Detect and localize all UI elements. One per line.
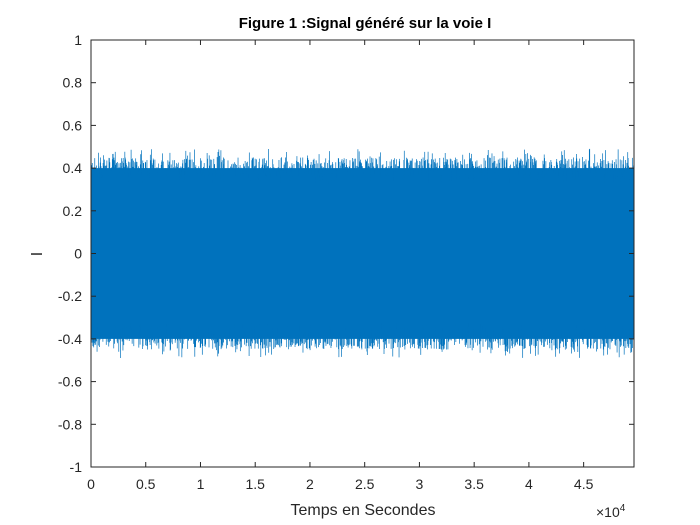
signal-trace [90, 148, 635, 359]
y-tick-label: -0.8 [58, 416, 82, 432]
y-tick-label: -1 [70, 459, 83, 475]
y-tick-label: 0.4 [63, 160, 83, 176]
y-axis: -1 -0.8 -0.6 -0.4 -0.2 0 0.2 0.4 0.6 0.8 1 [58, 32, 634, 475]
x-tick-label: 3.5 [464, 476, 484, 492]
x-tick-label: 1 [197, 476, 205, 492]
y-tick-label: 0.2 [63, 203, 83, 219]
y-tick-label: -0.4 [58, 331, 82, 347]
x-tick-label: 0 [87, 476, 95, 492]
x-exponent-label: ×104 [596, 503, 626, 520]
x-tick-label: 1.5 [245, 476, 265, 492]
x-tick-label: 2 [306, 476, 314, 492]
y-tick-label: 0.8 [63, 75, 83, 91]
x-tick-label: 2.5 [355, 476, 375, 492]
chart-title: Figure 1 :Signal généré sur la voie I [239, 15, 492, 32]
y-tick-label: -0.6 [58, 374, 82, 390]
y-tick-label: 0.6 [63, 117, 83, 133]
x-tick-label: 4 [525, 476, 533, 492]
y-axis-label: I [29, 252, 46, 256]
x-tick-label: 4.5 [574, 476, 594, 492]
y-tick-label: 1 [74, 32, 82, 48]
signal-line [90, 148, 635, 359]
x-tick-label: 0.5 [136, 476, 156, 492]
x-tick-label: 3 [416, 476, 424, 492]
y-tick-label: -0.2 [58, 288, 82, 304]
plot-area [90, 39, 635, 468]
x-axis: 0 0.5 1 1.5 2 2.5 3 3.5 4 4.5 [87, 40, 594, 492]
y-tick-label: 0 [74, 246, 82, 262]
x-axis-label: Temps en Secondes [291, 502, 436, 519]
